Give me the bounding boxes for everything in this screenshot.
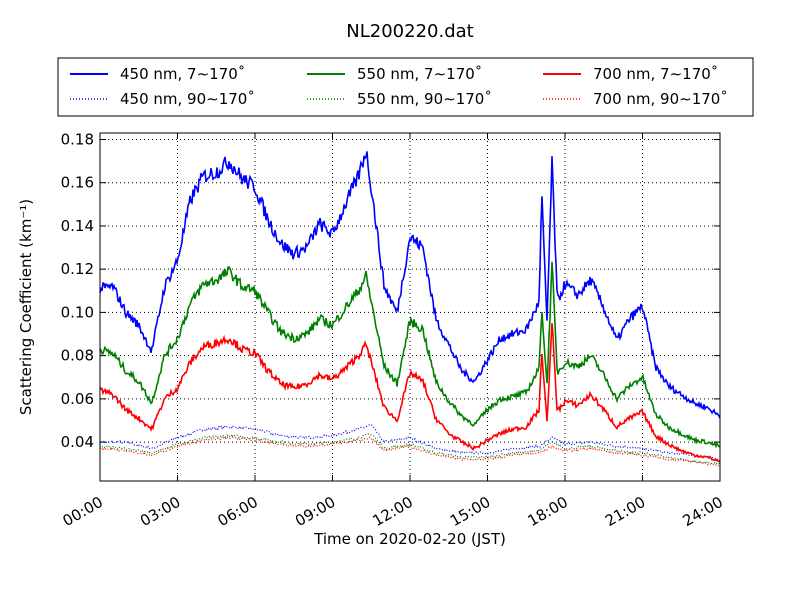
series-line [99,323,721,463]
plot-lines [99,151,721,467]
y-tick-label: 0.14 [61,217,94,235]
legend-box [57,57,754,117]
x-tick-label: 21:00 [602,493,648,530]
legend-label: 700 nm, 7∼170˚ [593,65,718,83]
x-axis-label: Time on 2020-02-20 (JST) [313,530,506,548]
y-tick-label: 0.06 [61,390,94,408]
chart-title: NL200220.dat [346,21,473,42]
ticks [99,133,721,481]
y-tick-label: 0.10 [61,303,94,321]
series-line [99,261,721,449]
y-tick-label: 0.16 [61,174,94,192]
y-tick-label: 0.12 [61,260,94,278]
y-axis-label: Scattering Coefficient (km⁻¹) [17,199,35,415]
x-tick-label: 12:00 [370,493,416,530]
legend-label: 700 nm, 90∼170˚ [593,90,728,108]
series-line [99,151,721,419]
legend-label: 450 nm, 7∼170˚ [120,65,245,83]
series-line [99,436,720,467]
x-tick-label: 15:00 [447,493,493,530]
x-tick-labels: 00:00 03:00 06:00 09:00 12:00 15:00 18:00 21:00… [60,493,726,530]
x-tick-label: 09:00 [292,493,338,530]
x-tick-label: 24:00 [680,493,726,530]
legend-label: 450 nm, 90∼170˚ [120,90,255,108]
x-tick-label: 00:00 [60,493,106,530]
grid [100,133,720,481]
series-line [99,432,721,465]
legend: 450 nm, 7∼170˚ 550 nm, 7∼170˚ 700 nm, 7∼17… [57,57,754,117]
legend-label: 550 nm, 7∼170˚ [357,65,482,83]
legend-label: 550 nm, 90∼170˚ [357,90,492,108]
x-tick-label: 03:00 [137,493,183,530]
y-tick-labels: 0.04 0.06 0.08 0.10 0.12 0.14 0.16 0.18 [61,130,94,451]
y-tick-label: 0.18 [61,130,94,148]
x-tick-label: 06:00 [215,493,261,530]
y-tick-label: 0.04 [61,433,94,451]
x-tick-label: 18:00 [525,493,571,530]
y-tick-label: 0.08 [61,347,94,365]
